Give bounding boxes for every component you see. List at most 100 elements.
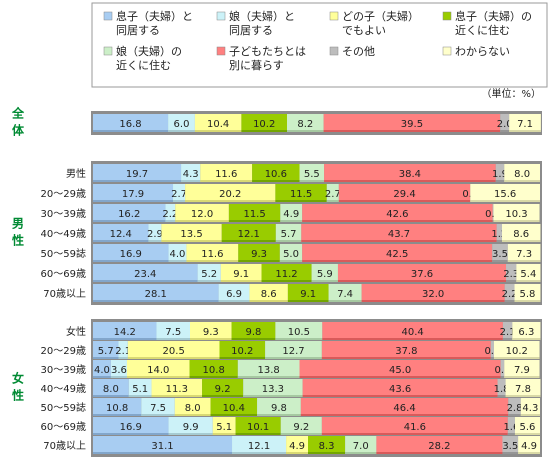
bar-segment — [280, 417, 322, 435]
bar-segment — [504, 284, 515, 302]
bar-segment-shade — [326, 200, 339, 202]
bar-segment-shade — [161, 240, 222, 242]
bar-segment-shade — [508, 414, 521, 416]
bar-segment-shade — [93, 395, 129, 397]
bar-segment-shade — [493, 357, 540, 359]
bar-value-label: 41.6 — [404, 422, 426, 433]
bar-segment — [168, 114, 195, 132]
bar-segment-shade — [514, 300, 541, 302]
bar-value-label: 7.8 — [515, 384, 531, 395]
bar-segment-shade — [126, 376, 190, 378]
bar-value-label: 13.3 — [262, 384, 284, 395]
bar-value-label: 1.9 — [492, 169, 508, 180]
bar-value-label: 5.7 — [98, 346, 114, 357]
bar-segment — [302, 204, 493, 222]
bar-value-label: 11.5 — [290, 189, 312, 200]
bar-value-label: 19.7 — [126, 169, 148, 180]
bar-value-label: 4.9 — [289, 441, 305, 452]
bar-segment-shade — [189, 338, 232, 340]
bar-row: 60〜69歳 23.4 5.2 9.1 11.2 5.9 37.6 2.3 5.4 — [41, 264, 541, 282]
legend-label: 息子（夫婦）と — [116, 9, 193, 23]
bar-segment — [228, 204, 281, 222]
bar-value-label: 8.0 — [103, 384, 119, 395]
bar-value-label: 7.4 — [337, 289, 353, 300]
row-label: 20〜29歳 — [41, 188, 86, 200]
bar-segment — [93, 284, 219, 302]
group-label: 性 — [11, 233, 24, 248]
bar-segment-shade — [376, 452, 503, 454]
bar-segment-shade — [185, 200, 276, 202]
bar-value-label: 2.1 — [500, 327, 516, 338]
bar-value-label: 2.7 — [325, 189, 341, 200]
bar-segment-shade — [518, 452, 540, 454]
bar-value-label: 10.2 — [253, 119, 275, 130]
bar-segment — [328, 284, 362, 302]
bar-value-label: 2.2 — [502, 289, 518, 300]
bar-segment — [322, 322, 503, 340]
bar-segment-shade — [516, 280, 541, 282]
bar-value-label: 16.2 — [118, 209, 140, 220]
bar-segment — [93, 204, 166, 222]
bar-segment — [141, 398, 175, 416]
bar-value-label: 11.3 — [166, 384, 188, 395]
bar-segment-shade — [93, 414, 142, 416]
legend-label: 同居する — [116, 24, 160, 37]
bar-segment-shade — [514, 433, 540, 435]
bar-segment — [93, 398, 142, 416]
bar-segment-shade — [265, 357, 322, 359]
bar-row: 女性 14.2 7.5 9.3 9.8 10.5 40.4 2.1 6.3 — [66, 322, 541, 340]
row-label: 男性 — [66, 167, 86, 180]
bar-segment — [249, 284, 288, 302]
bar-segment-shade — [156, 338, 190, 340]
bar-value-label: 9.2 — [215, 384, 231, 395]
bar-segment-shade — [323, 130, 501, 132]
bar-segment-shade — [302, 220, 493, 222]
bar-value-label: 8.0 — [185, 403, 201, 414]
bar-segment — [287, 284, 329, 302]
bar-segment-shade — [345, 452, 377, 454]
bar-value-label: 1.2 — [491, 229, 507, 240]
bar-segment-shade — [235, 433, 281, 435]
bar-value-label: 40.4 — [401, 327, 423, 338]
bar-value-label: 12.0 — [191, 209, 213, 220]
bar-segment — [321, 341, 491, 359]
bar-value-label: 0.7 — [484, 346, 500, 357]
bar-segment — [93, 379, 129, 397]
bar-segment-shade — [93, 433, 169, 435]
bar-value-label: 4.9 — [283, 209, 299, 220]
bar-segment-shade — [512, 338, 541, 340]
bar-segment — [376, 436, 503, 454]
bar-value-label: 5.4 — [520, 269, 536, 280]
bar-segment-shade — [118, 357, 128, 359]
bar-segment-shade — [93, 357, 119, 359]
bar-segment — [323, 114, 501, 132]
bar-segment-shade — [496, 240, 503, 242]
bar-value-label: 11.6 — [201, 249, 223, 260]
bar-value-label: 14.2 — [114, 327, 136, 338]
bar-segment — [275, 224, 302, 242]
bar-segment — [520, 398, 540, 416]
bar-segment — [493, 341, 540, 359]
bar-segment — [93, 164, 182, 182]
bar-value-label: 9.3 — [203, 327, 219, 338]
bar-segment — [168, 244, 187, 262]
bar-segment — [219, 341, 266, 359]
bar-segment — [338, 184, 471, 202]
legend-label: 娘（夫婦）と — [229, 9, 295, 23]
bar-value-label: 10.4 — [207, 119, 229, 130]
bar-segment-shade — [221, 240, 276, 242]
bar-value-label: 28.1 — [145, 289, 167, 300]
bar-value-label: 3.5 — [502, 441, 518, 452]
bar-segment-shade — [261, 280, 312, 282]
bar-value-label: 9.1 — [300, 289, 316, 300]
bar-row: 20〜29歳 5.7 2.1 20.5 10.2 12.7 37.8 0.7 10.2 — [41, 341, 540, 359]
bar-value-label: 7.5 — [165, 327, 181, 338]
bar-segment — [165, 204, 176, 222]
bar-segment-shade — [168, 130, 195, 132]
bar-value-label: 8.2 — [297, 119, 313, 130]
bar-segment — [508, 398, 521, 416]
bar-row: 70歳以上 31.1 12.1 4.9 8.3 7.0 28.2 3.5 4.9 — [43, 436, 540, 454]
bar-value-label: 43.6 — [389, 384, 411, 395]
bar-segment-shade — [151, 395, 203, 397]
